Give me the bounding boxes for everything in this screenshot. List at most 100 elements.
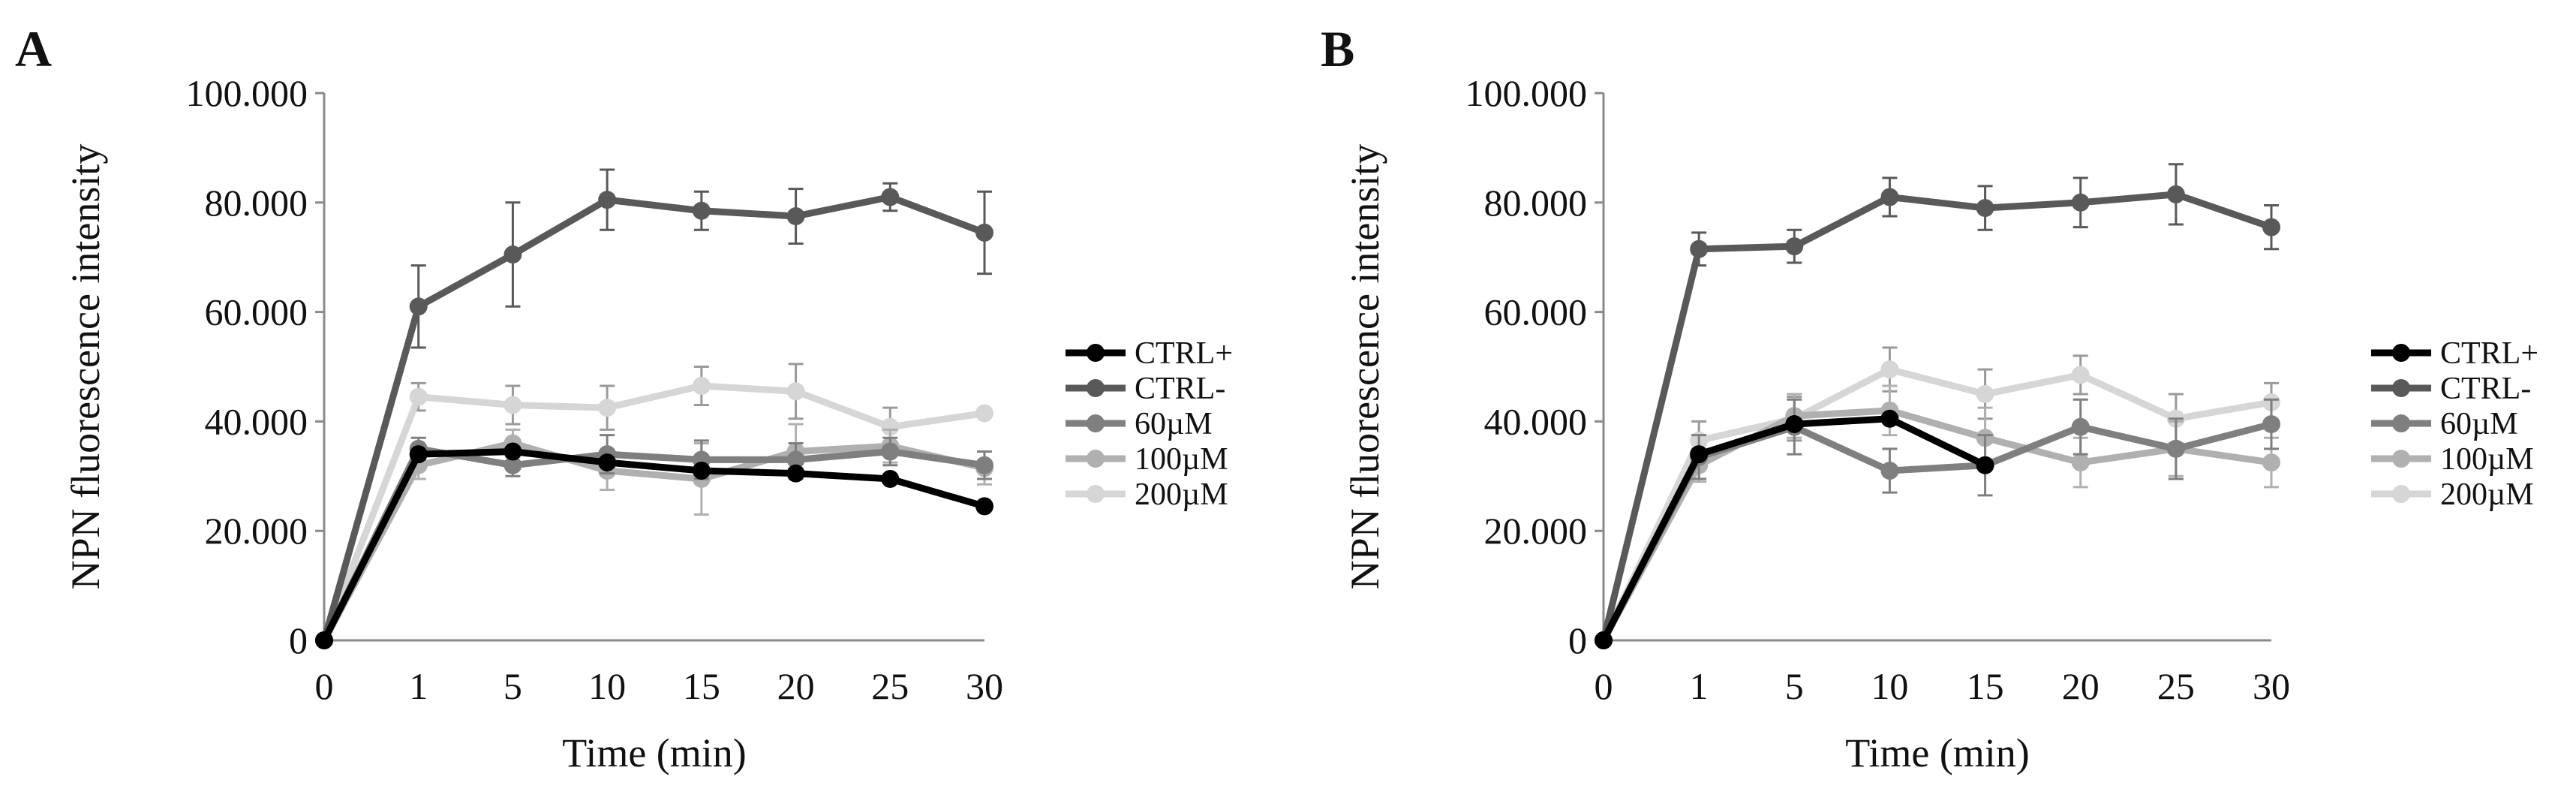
legend-swatch-marker [1087, 450, 1105, 468]
legend-swatch-marker [1087, 414, 1105, 432]
data-point [1785, 237, 1804, 256]
data-point [598, 399, 617, 417]
y-tick-label: 80.000 [205, 182, 308, 224]
y-tick-label: 100.000 [186, 72, 308, 114]
x-tick-label: 25 [871, 665, 909, 707]
panel-letter: B [1321, 20, 1354, 77]
x-tick-label: 1 [1690, 665, 1709, 707]
series-line [320, 382, 985, 642]
legend-label: CTRL+ [2440, 336, 2538, 371]
series-line [321, 440, 986, 643]
series-line [1601, 407, 2272, 643]
y-tick-label: 40.000 [205, 400, 308, 442]
x-tick-label: 10 [1871, 665, 1908, 707]
y-tick-label: 20.000 [1484, 510, 1588, 552]
data-point [1595, 631, 1613, 649]
y-axis-title: NPN fluorescence intensity [63, 144, 108, 590]
x-tick-label: 30 [2253, 665, 2290, 707]
x-axis-title: Time (min) [562, 730, 747, 775]
legend-swatch-marker [2392, 450, 2410, 468]
legend-swatch-marker [2392, 485, 2410, 503]
x-axis-title: Time (min) [1845, 730, 2030, 775]
series-ctrlplus [315, 442, 993, 649]
data-point [1976, 456, 1994, 474]
x-tick-label: 0 [1595, 665, 1613, 707]
series-line [1600, 366, 2272, 642]
data-point [2262, 218, 2280, 236]
data-point [1880, 462, 1899, 480]
x-tick-label: 5 [503, 665, 522, 707]
legend-swatch-marker [1087, 485, 1105, 503]
data-point [503, 245, 522, 264]
legend-label: 200µM [1135, 477, 1228, 512]
data-point [409, 297, 428, 316]
x-tick-label: 10 [588, 665, 626, 707]
legend-swatch-marker [2392, 414, 2410, 432]
x-tick-label: 20 [2062, 665, 2100, 707]
data-point [975, 223, 993, 242]
x-tick-label: 15 [1967, 665, 2004, 707]
data-point [1785, 415, 1804, 434]
data-point [1690, 239, 1709, 258]
data-point [1880, 409, 1899, 428]
legend-label: 100µM [1135, 442, 1228, 477]
series-ctrlplus [1595, 409, 1994, 649]
data-point [786, 382, 805, 401]
data-point [786, 207, 805, 226]
data-point [598, 453, 617, 472]
data-point [1690, 445, 1709, 464]
data-point [2262, 453, 2280, 472]
data-point [1976, 199, 1994, 218]
y-tick-label: 80.000 [1484, 182, 1588, 224]
y-tick-label: 100.000 [1465, 72, 1588, 114]
data-point [315, 631, 333, 649]
data-point [1880, 188, 1899, 206]
legend-label: 100µM [2440, 442, 2534, 477]
x-tick-label: 30 [966, 665, 1003, 707]
legend-swatch-marker [1087, 379, 1105, 397]
series-ctrlminus [1595, 163, 2280, 649]
legend-label: 60µM [1135, 407, 1213, 441]
series-200um [1595, 346, 2280, 649]
legend-swatch-marker [1087, 344, 1105, 362]
data-point [692, 201, 711, 220]
legend-label: CTRL- [2440, 372, 2531, 406]
legend-label: 60µM [2440, 407, 2518, 441]
panel-letter: A [15, 20, 52, 77]
x-tick-label: 15 [683, 665, 720, 707]
data-point [2071, 417, 2090, 436]
data-point [692, 377, 711, 396]
data-point [2071, 193, 2090, 212]
data-point [409, 387, 428, 406]
data-point [881, 442, 900, 461]
legend-swatch-marker [2392, 344, 2410, 362]
series-line [1600, 191, 2273, 642]
legend-swatch-marker [2392, 379, 2410, 397]
data-point [881, 188, 900, 206]
series-line [320, 447, 986, 643]
data-point [598, 191, 617, 209]
data-point [786, 464, 805, 483]
data-point [2071, 366, 2090, 384]
data-point [881, 469, 900, 488]
data-point [2262, 415, 2280, 434]
data-point [975, 497, 993, 516]
data-point [409, 445, 428, 464]
series-line [320, 194, 986, 642]
data-point [2071, 453, 2090, 472]
data-point [786, 450, 805, 469]
x-tick-label: 0 [315, 665, 334, 707]
x-tick-label: 20 [777, 665, 815, 707]
y-tick-label: 0 [1568, 619, 1587, 661]
data-point [503, 456, 522, 474]
x-tick-label: 25 [2157, 665, 2195, 707]
data-point [692, 462, 711, 480]
y-axis-title: NPN fluorescence intensity [1342, 144, 1387, 590]
y-tick-label: 0 [289, 619, 308, 661]
data-point [2166, 439, 2185, 458]
data-point [881, 417, 900, 436]
data-point [1976, 384, 1994, 403]
legend-label: CTRL+ [1135, 336, 1233, 371]
